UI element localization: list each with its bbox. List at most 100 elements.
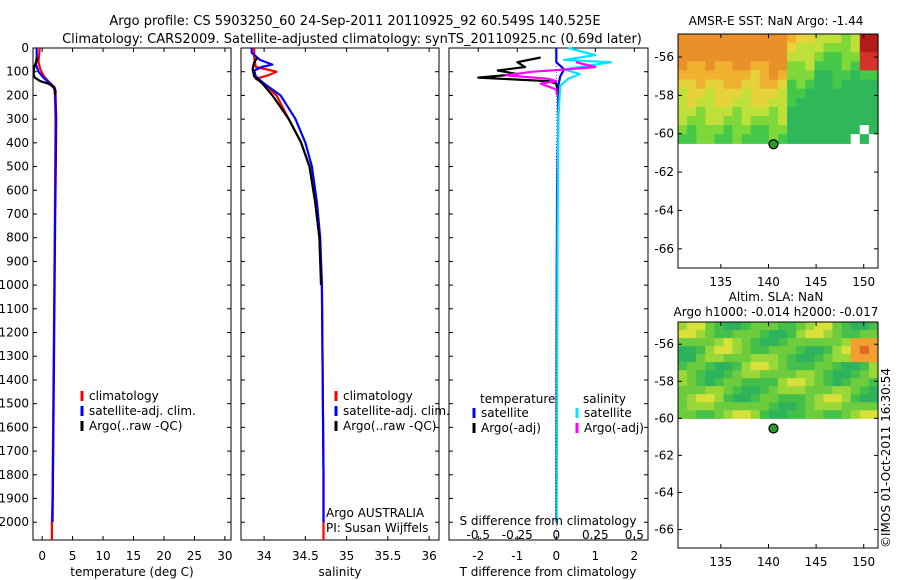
map-cell bbox=[841, 402, 852, 411]
map-cell bbox=[768, 43, 779, 53]
map-cell bbox=[741, 125, 752, 135]
map-cell bbox=[741, 370, 752, 379]
y-tick-label: 0 bbox=[21, 41, 29, 55]
map-cell bbox=[796, 410, 806, 419]
map-cell bbox=[678, 354, 688, 363]
map-cell bbox=[859, 402, 870, 411]
map-cell bbox=[787, 61, 797, 71]
map-cell bbox=[805, 34, 815, 44]
map-cell bbox=[778, 79, 788, 90]
sst-map-plot-area: 135 140 145 150 -56 -58 -60 -62 -64 -66 bbox=[654, 34, 879, 289]
map-cell bbox=[814, 79, 825, 90]
map-cell bbox=[823, 338, 834, 347]
map-cell bbox=[678, 43, 688, 53]
map-cell bbox=[796, 97, 806, 108]
map-cell bbox=[687, 378, 697, 387]
map-cell bbox=[832, 106, 843, 117]
map-cell bbox=[696, 116, 706, 126]
map-cell bbox=[796, 134, 806, 144]
map-cell bbox=[732, 362, 743, 371]
x-tick-label: 150 bbox=[852, 275, 875, 289]
map-cell bbox=[687, 97, 697, 108]
map-cell bbox=[859, 97, 870, 108]
map-cell bbox=[832, 116, 843, 126]
map-cell bbox=[696, 370, 706, 379]
y-tick-label: -66 bbox=[654, 522, 674, 536]
x-tick-label: 34.5 bbox=[292, 549, 319, 563]
map-cell bbox=[859, 378, 870, 387]
legend-label: Argo(..raw -QC) bbox=[89, 419, 182, 433]
map-cell bbox=[832, 322, 843, 331]
map-cell bbox=[796, 378, 806, 387]
map-cell bbox=[723, 116, 734, 126]
map-cell bbox=[814, 61, 825, 71]
map-cell bbox=[732, 402, 743, 411]
map-cell bbox=[814, 394, 825, 403]
map-cell bbox=[723, 52, 734, 62]
y-tick-label: 1000 bbox=[0, 278, 29, 292]
map-cell bbox=[841, 354, 852, 363]
map-cell bbox=[787, 70, 797, 81]
map-cell bbox=[687, 322, 697, 331]
map-cell bbox=[841, 378, 852, 387]
y-tick-label: 1700 bbox=[0, 444, 29, 458]
map-cell bbox=[814, 125, 825, 135]
legend-label: Argo(-adj) bbox=[584, 421, 644, 435]
map-cell bbox=[796, 116, 806, 126]
map-cell bbox=[868, 330, 879, 339]
map-cell bbox=[723, 330, 734, 339]
map-cell bbox=[759, 79, 770, 90]
map-cell bbox=[868, 402, 879, 411]
map-cell bbox=[868, 97, 879, 108]
x-tick-label: -2 bbox=[472, 549, 484, 563]
map-cell bbox=[868, 378, 879, 387]
map-cell bbox=[832, 338, 843, 347]
map-cell bbox=[832, 362, 843, 371]
map-cell bbox=[778, 125, 788, 135]
map-cell bbox=[814, 346, 825, 355]
map-cell bbox=[805, 338, 815, 347]
map-cell bbox=[859, 394, 870, 403]
sla-map-subtitle: Argo h1000: -0.014 h2000: -0.017 bbox=[674, 305, 879, 319]
map-cell bbox=[705, 134, 715, 144]
map-cell bbox=[805, 322, 815, 331]
map-cell bbox=[687, 386, 697, 395]
map-cell bbox=[787, 52, 797, 62]
map-cell bbox=[732, 106, 743, 117]
map-cell bbox=[841, 116, 852, 126]
map-cell bbox=[741, 346, 752, 355]
map-cell bbox=[732, 43, 743, 53]
map-cell bbox=[796, 43, 806, 53]
map-cell bbox=[850, 378, 861, 387]
map-cell bbox=[687, 79, 697, 90]
map-cell bbox=[723, 88, 734, 99]
map-cell bbox=[705, 362, 715, 371]
map-cell bbox=[696, 125, 706, 135]
map-cell bbox=[814, 330, 825, 339]
map-cell bbox=[859, 330, 870, 339]
y-tick-label: 1200 bbox=[0, 326, 29, 340]
map-cell bbox=[750, 88, 761, 99]
map-cell bbox=[696, 97, 706, 108]
map-cell bbox=[859, 106, 870, 117]
map-cell bbox=[841, 97, 852, 108]
map-cell bbox=[687, 125, 697, 135]
map-cell bbox=[750, 52, 761, 62]
map-cell bbox=[714, 330, 725, 339]
map-cell bbox=[687, 402, 697, 411]
map-cell bbox=[787, 34, 797, 44]
map-cell bbox=[796, 394, 806, 403]
map-cell bbox=[787, 370, 797, 379]
map-cell bbox=[759, 43, 770, 53]
map-cell bbox=[759, 410, 770, 419]
map-cell bbox=[850, 97, 861, 108]
legend-label: satellite-adj. clim. bbox=[343, 404, 450, 418]
x-tick-label: 20 bbox=[156, 549, 171, 563]
map-cell bbox=[832, 52, 843, 62]
map-cell bbox=[814, 402, 825, 411]
x-tick-label: 135 bbox=[709, 275, 732, 289]
map-cell bbox=[687, 70, 697, 81]
salinity-annotation-2: PI: Susan Wijffels bbox=[326, 521, 428, 535]
map-cell bbox=[678, 330, 688, 339]
map-cell bbox=[768, 394, 779, 403]
